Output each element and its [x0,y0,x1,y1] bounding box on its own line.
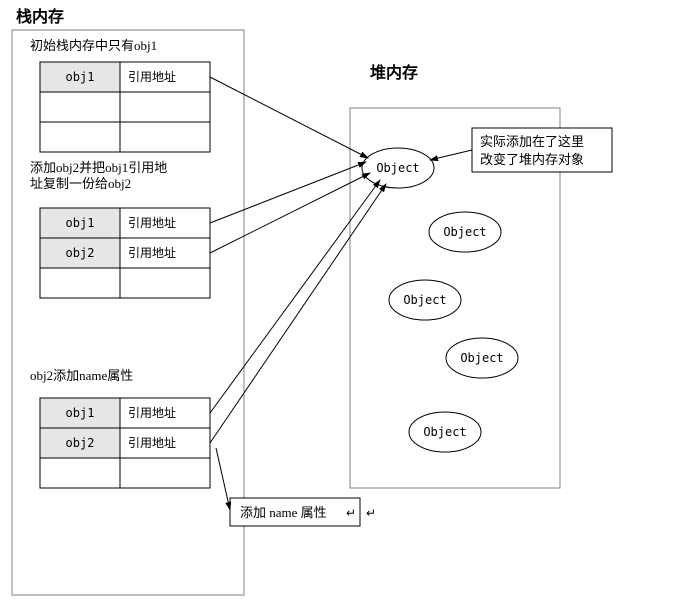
table1-cell-ref [120,92,210,122]
table2-ref: 引用地址 [128,216,176,230]
table1-cell-var [40,122,120,152]
table1-caption: 初始栈内存中只有obj1 [30,38,157,53]
table2-ref: 引用地址 [128,246,176,260]
note-line2: 改变了堆内存对象 [480,152,584,167]
table3-caption: obj2添加name属性 [30,368,133,383]
arrow [216,448,230,510]
note-line1: 实际添加在了这里 [480,134,584,149]
arrow [210,184,386,443]
table3-cell-ref [120,458,210,488]
heap-object-label: Object [460,351,503,365]
table2-caption: 添加obj2并把obj1引用地 [30,160,167,175]
table3-ref: 引用地址 [128,436,176,450]
stack-title: 栈内存 [16,7,64,26]
arrow [210,173,370,253]
table3-cell-var [40,458,120,488]
table2-cell-ref [120,268,210,298]
table2-cell-var [40,268,120,298]
table2-caption: 址复制一份给obj2 [30,176,131,191]
popup-mark: ↵ [346,506,356,520]
table1-cell-ref [120,122,210,152]
arrow [430,150,472,160]
arrow [210,180,380,413]
arrow [210,77,368,158]
heap-object-label: Object [443,225,486,239]
table2-var: obj1 [66,216,95,230]
popup-text: 添加 name 属性 [240,505,327,520]
heap-object-label: Object [403,293,446,307]
heap-object-label: Object [376,161,419,175]
heap-object-label: Object [423,425,466,439]
table1-var: obj1 [66,70,95,84]
popup-mark2: ↵ [366,506,376,520]
table1-cell-var [40,92,120,122]
table3-ref: 引用地址 [128,406,176,420]
heap-title: 堆内存 [370,63,418,82]
table1-ref: 引用地址 [128,70,176,84]
table3-var: obj1 [66,406,95,420]
table3-var: obj2 [66,436,95,450]
table2-var: obj2 [66,246,95,260]
